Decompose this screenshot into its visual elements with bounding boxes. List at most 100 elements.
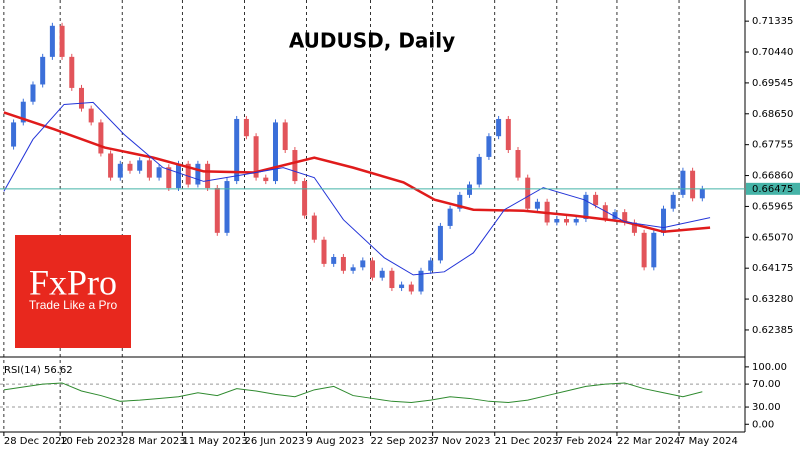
candle bbox=[166, 167, 172, 188]
candle bbox=[243, 118, 249, 137]
candle bbox=[146, 160, 152, 178]
candle bbox=[631, 222, 637, 233]
candle bbox=[311, 215, 317, 240]
candle bbox=[78, 87, 84, 109]
x-tick-label: 28 Dec 2022 bbox=[4, 436, 68, 447]
candle bbox=[340, 256, 346, 271]
candle bbox=[515, 150, 521, 178]
candle bbox=[234, 118, 240, 182]
x-tick-label: 7 Nov 2023 bbox=[433, 436, 491, 447]
candle bbox=[602, 205, 608, 220]
y-tick-label: 0.68650 bbox=[752, 109, 793, 120]
y-tick-label: 0.64175 bbox=[752, 263, 793, 274]
y-tick-label: 0.66860 bbox=[752, 171, 793, 182]
logo-box bbox=[15, 235, 131, 348]
candle bbox=[437, 225, 443, 261]
chart-title: AUDUSD, Daily bbox=[289, 29, 455, 53]
candle bbox=[321, 239, 327, 264]
candle bbox=[505, 118, 511, 151]
y-tick-label: 30.00 bbox=[752, 402, 781, 413]
rsi-label: RSI(14) 56.62 bbox=[4, 365, 73, 376]
candle bbox=[137, 160, 143, 171]
x-tick-label: 7 May 2024 bbox=[679, 436, 738, 447]
candle bbox=[49, 25, 55, 57]
candle bbox=[214, 187, 220, 233]
candle bbox=[292, 150, 298, 182]
candle bbox=[331, 256, 337, 264]
candle bbox=[690, 170, 696, 199]
y-tick-label: 0.71335 bbox=[752, 16, 793, 27]
candle bbox=[486, 136, 492, 157]
candle bbox=[20, 101, 26, 123]
x-tick-label: 10 Feb 2023 bbox=[60, 436, 122, 447]
moving-average bbox=[3, 111, 711, 234]
candle bbox=[496, 118, 502, 137]
candle bbox=[282, 122, 288, 151]
candle bbox=[564, 219, 570, 223]
candle bbox=[573, 219, 579, 223]
y-tick-label: 0.70440 bbox=[752, 47, 793, 58]
candle bbox=[525, 177, 531, 209]
candle bbox=[302, 181, 308, 216]
candle bbox=[612, 212, 618, 220]
candle bbox=[428, 260, 434, 271]
x-tick-label: 26 Jun 2023 bbox=[244, 436, 304, 447]
candle bbox=[593, 194, 599, 206]
logo-brand: FxPro bbox=[29, 262, 117, 302]
x-tick-label: 22 Sep 2023 bbox=[371, 436, 434, 447]
candle bbox=[554, 219, 560, 223]
candle bbox=[360, 260, 366, 268]
y-tick-label: 100.00 bbox=[752, 362, 787, 373]
candle bbox=[534, 201, 540, 209]
candle bbox=[467, 184, 473, 195]
candle bbox=[350, 267, 356, 271]
candle bbox=[661, 208, 667, 233]
candle bbox=[670, 194, 676, 209]
candle bbox=[399, 284, 405, 289]
x-tick-label: 22 Mar 2024 bbox=[617, 436, 680, 447]
candle bbox=[69, 56, 75, 88]
candle bbox=[272, 122, 278, 182]
candle bbox=[195, 163, 201, 185]
candle bbox=[30, 84, 36, 102]
candle bbox=[156, 167, 162, 178]
candle bbox=[641, 232, 647, 268]
candle bbox=[622, 212, 628, 223]
candle bbox=[108, 153, 114, 178]
candle bbox=[447, 208, 453, 226]
y-tick-label: 0.62385 bbox=[752, 325, 793, 336]
y-tick-label: 0.00 bbox=[752, 419, 774, 430]
x-tick-label: 28 Mar 2023 bbox=[122, 436, 185, 447]
x-tick-label: 11 May 2023 bbox=[182, 436, 247, 447]
candle bbox=[379, 270, 385, 278]
rsi-line bbox=[3, 382, 703, 403]
candle bbox=[117, 163, 123, 178]
candle bbox=[476, 156, 482, 185]
x-tick-label: 7 Feb 2024 bbox=[557, 436, 613, 447]
y-tick-label: 0.67755 bbox=[752, 140, 793, 151]
candle bbox=[389, 270, 395, 289]
candle bbox=[370, 260, 375, 278]
current-price-box bbox=[746, 182, 800, 195]
candle bbox=[253, 136, 259, 178]
y-tick-label: 70.00 bbox=[752, 379, 781, 390]
candle bbox=[263, 177, 269, 182]
x-tick-label: 21 Dec 2023 bbox=[495, 436, 559, 447]
y-tick-label: 0.63280 bbox=[752, 294, 793, 305]
candle bbox=[98, 122, 104, 154]
candle bbox=[699, 188, 705, 199]
candle bbox=[175, 163, 181, 188]
candle bbox=[40, 56, 46, 85]
candle bbox=[418, 270, 424, 292]
candle bbox=[88, 108, 94, 123]
current-price-label: 0.66475 bbox=[752, 184, 793, 195]
candle bbox=[408, 284, 414, 292]
candle bbox=[205, 163, 211, 188]
candle bbox=[11, 122, 17, 147]
candle bbox=[651, 232, 657, 268]
y-tick-label: 0.69545 bbox=[752, 78, 793, 89]
moving-average bbox=[3, 101, 711, 276]
candle bbox=[127, 163, 133, 171]
y-tick-label: 0.65070 bbox=[752, 232, 793, 243]
